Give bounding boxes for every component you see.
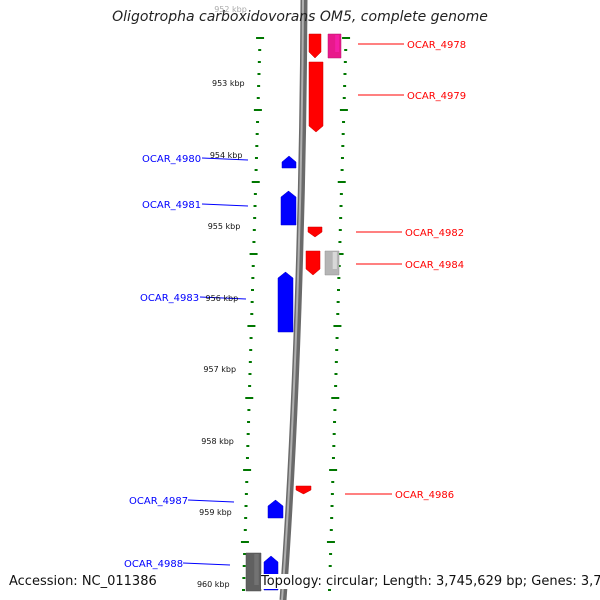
ruler-label: 956 kbp [206,294,239,303]
ruler-label: 955 kbp [208,222,241,231]
ruler-label: 952 kbp [214,5,247,14]
genome-title: Oligotropha carboxidovorans OM5, complet… [112,9,488,25]
gene-label-ocar-4981: OCAR_4981 [142,200,201,211]
gene-ocar-4984-shading [313,252,318,269]
gene-block-darkgray-shading [254,554,259,585]
callout-line-ocar-4987 [187,499,235,503]
ruler-label: 957 kbp [203,365,236,374]
ruler-label: 958 kbp [201,437,234,446]
accession-text: Accession: NC_011386 [9,574,157,589]
ruler-label: 954 kbp [210,151,243,160]
gene-ocar-4978-shading [315,35,320,52]
gene-label-ocar-4987: OCAR_4987 [129,496,188,507]
callout-line-ocar-4981 [201,203,249,207]
ruler-label: 960 kbp [197,580,230,589]
callout-line-ocar-4980 [201,157,249,161]
callout-line-ocar-4988 [182,562,231,566]
gene-label-ocar-4986: OCAR_4986 [395,490,454,501]
gene-label-ocar-4980: OCAR_4980 [142,154,201,165]
backbone-highlight [281,0,304,600]
gene-label-ocar-4979: OCAR_4979 [407,91,466,102]
gene-label-ocar-4982: OCAR_4982 [405,228,464,239]
gene-ocar-4986-shading [304,487,309,490]
gene-label-ocar-4983: OCAR_4983 [140,293,199,304]
gene-label-ocar-4978: OCAR_4978 [407,40,466,51]
gene-ocar-4987-shading [276,506,281,517]
gene-ocar-4982-shading [315,228,320,232]
ruler-label: 953 kbp [212,79,245,88]
gene-label-ocar-4984: OCAR_4984 [405,260,464,271]
ruler-label: 959 kbp [199,508,232,517]
gene-ocar-4980-shading [289,162,294,167]
gene-ocar-4981-shading [289,197,294,224]
gene-block-pink-shading [335,35,340,52]
gene-block-gray-shading [332,252,337,269]
callout-line-ocar-4983 [199,296,247,300]
gene-ocar-4979-shading [316,63,321,126]
gene-label-ocar-4988: OCAR_4988 [124,559,183,570]
genome-summary: Topology: circular; Length: 3,745,629 bp… [261,574,600,589]
gene-ocar-4983-shading [286,278,291,331]
